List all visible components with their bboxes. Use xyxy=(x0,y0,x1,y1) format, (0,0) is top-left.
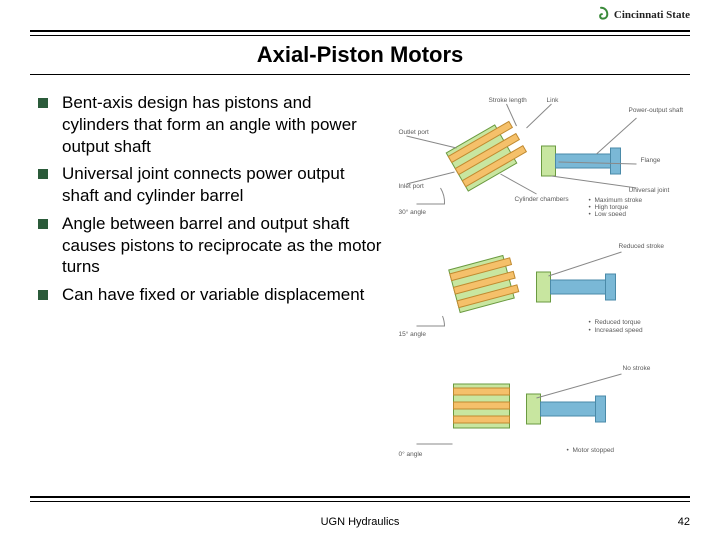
logo-icon xyxy=(592,6,610,24)
page-title: Axial-Piston Motors xyxy=(0,42,720,68)
label-cylinder-chambers: Cylinder chambers xyxy=(515,196,570,203)
footer-rule xyxy=(30,496,690,498)
svg-text:Increased speed: Increased speed xyxy=(595,327,643,334)
label-no-stroke: No stroke xyxy=(623,365,651,372)
bullet-icon xyxy=(38,169,48,179)
bullet-icon xyxy=(38,290,48,300)
list-item: Can have fixed or variable displacement xyxy=(38,284,383,306)
svg-text:High torque: High torque xyxy=(595,204,629,211)
list-item: Angle between barrel and output shaft ca… xyxy=(38,213,383,278)
footer-rule-thin xyxy=(30,501,690,502)
diagram-column: Outlet port Inlet port Stroke length Lin… xyxy=(393,92,690,468)
label-angle: 0° angle xyxy=(399,450,423,458)
svg-text:•: • xyxy=(589,319,592,326)
diagram-0deg: 0° angle No stroke •Motor stopped xyxy=(393,348,690,468)
bullet-text: Angle between barrel and output shaft ca… xyxy=(62,213,383,278)
svg-text:•: • xyxy=(589,197,592,204)
rule-top xyxy=(30,30,690,32)
diagram-30deg: Outlet port Inlet port Stroke length Lin… xyxy=(393,96,690,216)
bullet-text: Universal joint connects power output sh… xyxy=(62,163,383,207)
svg-text:Motor stopped: Motor stopped xyxy=(573,447,615,454)
bullet-list: Bent-axis design has pistons and cylinde… xyxy=(38,92,383,468)
svg-text:Maximum stroke: Maximum stroke xyxy=(595,197,643,204)
list-item: Bent-axis design has pistons and cylinde… xyxy=(38,92,383,157)
label-angle: 15° angle xyxy=(399,330,427,338)
label-flange: Flange xyxy=(641,157,661,164)
label-stroke-length: Stroke length xyxy=(489,97,528,104)
svg-text:•: • xyxy=(589,327,592,334)
bullet-text: Can have fixed or variable displacement xyxy=(62,284,364,306)
label-angle: 30° angle xyxy=(399,208,427,216)
bullet-icon xyxy=(38,98,48,108)
label-power-shaft: Power-output shaft xyxy=(629,107,684,114)
label-inlet-port: Inlet port xyxy=(399,183,424,190)
diagram-15deg: 15° angle Reduced stroke •Reduced torque… xyxy=(393,222,690,342)
label-link: Link xyxy=(547,97,560,104)
bullet-text: Bent-axis design has pistons and cylinde… xyxy=(62,92,383,157)
footer-text: UGN Hydraulics xyxy=(0,516,720,528)
svg-text:•: • xyxy=(567,447,570,454)
content: Bent-axis design has pistons and cylinde… xyxy=(38,92,690,468)
bullet-icon xyxy=(38,219,48,229)
logo-text: Cincinnati State xyxy=(614,9,690,21)
title-underline xyxy=(30,74,690,75)
list-item: Universal joint connects power output sh… xyxy=(38,163,383,207)
page-number: 42 xyxy=(678,516,690,528)
label-reduced-stroke: Reduced stroke xyxy=(619,243,665,250)
svg-text:•: • xyxy=(589,204,592,211)
rule-top-thin xyxy=(30,35,690,36)
label-universal-joint: Universal joint xyxy=(629,187,670,194)
header: Cincinnati State xyxy=(592,6,690,24)
svg-text:Reduced torque: Reduced torque xyxy=(595,319,642,326)
svg-text:•: • xyxy=(589,211,592,216)
svg-text:Low speed: Low speed xyxy=(595,211,627,216)
label-outlet-port: Outlet port xyxy=(399,129,430,136)
